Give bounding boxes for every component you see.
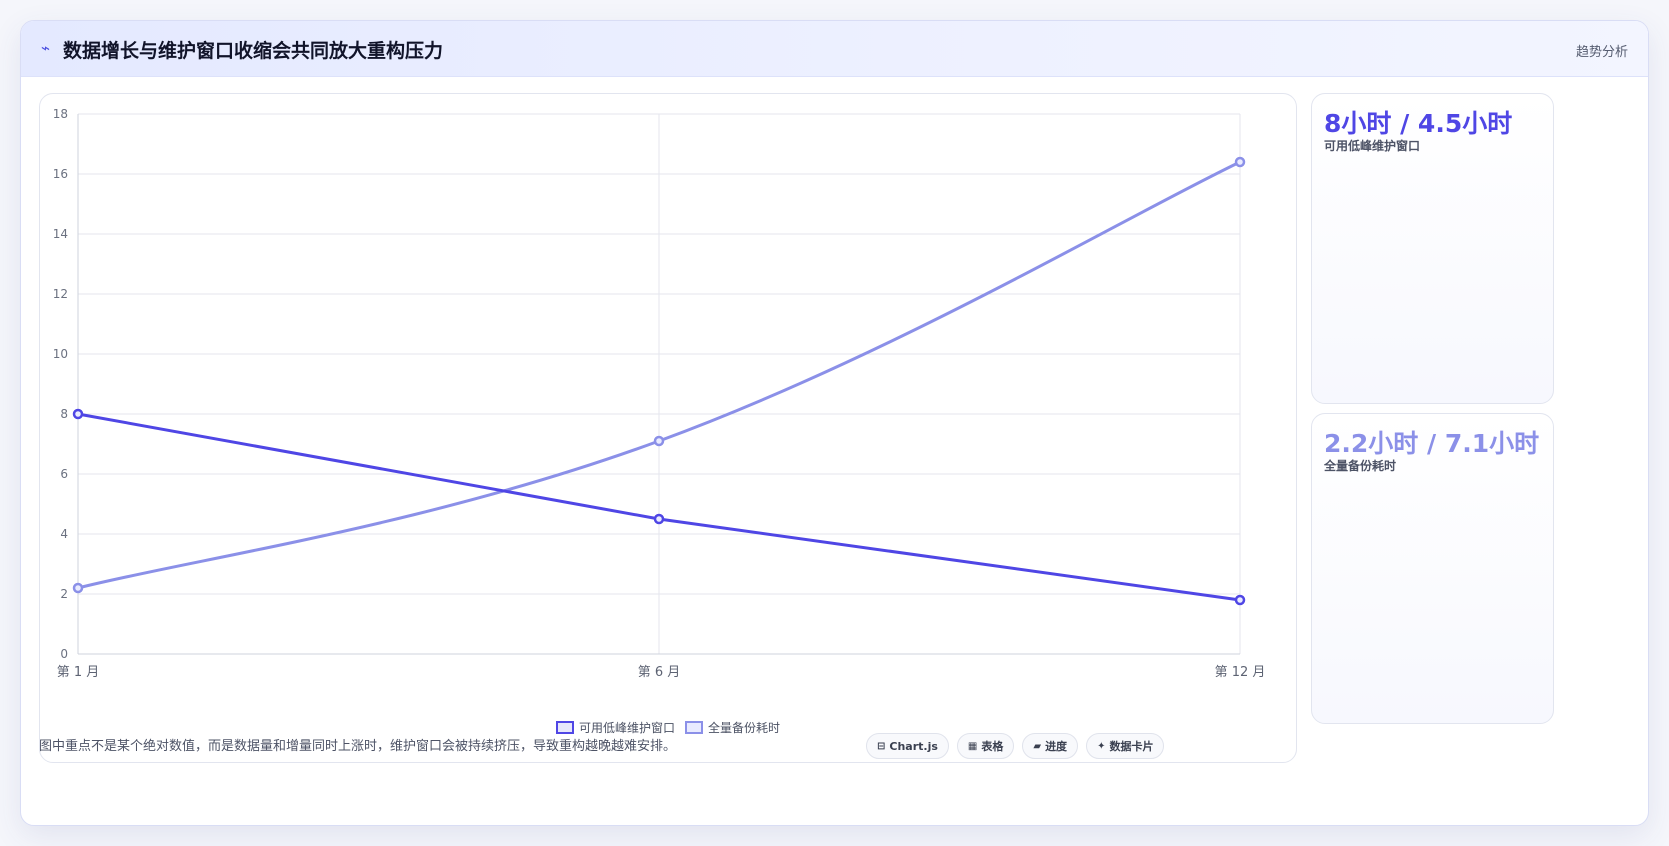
chart-legend: 可用低峰维护窗口 全量备份耗时	[40, 719, 1296, 736]
stat-label: 全量备份耗时	[1324, 459, 1397, 473]
legend-item-2[interactable]: 全量备份耗时	[685, 719, 780, 736]
table-icon: ▦	[967, 740, 978, 752]
y-tick-label: 16	[53, 167, 68, 181]
card-title: 数据增长与维护窗口收缩会共同放大重构压力	[63, 40, 444, 62]
stat-value: 2.2小时 / 7.1小时	[1324, 429, 1540, 458]
series-2-point	[653, 435, 665, 447]
chip-data-card[interactable]: ✦ 数据卡片	[1086, 733, 1165, 759]
y-tick-label: 2	[60, 587, 68, 601]
chart-panel: 0 2 4 6 8 10 12 14 16 18 第 1 月 第 6 月 第 12 月 可用低峰维护窗口…	[39, 93, 1297, 763]
series-1-point	[72, 408, 84, 420]
series-1-point	[653, 513, 665, 525]
legend-swatch	[555, 721, 574, 734]
legend-swatch	[685, 721, 703, 734]
stat-label: 可用低峰维护窗口	[1324, 139, 1421, 153]
y-tick-label: 4	[60, 527, 68, 541]
y-tick-label: 12	[53, 287, 68, 301]
chart-icon: ⊟	[877, 740, 886, 752]
category-tag: 趋势分析	[1575, 45, 1628, 60]
chart-card: ⌁ 数据增长与维护窗口收缩会共同放大重构压力 趋势分析 0 2 4 6 8 10 12 14 1…	[20, 20, 1649, 826]
legend-label: 可用低峰维护窗口	[578, 721, 675, 735]
tech-chips: ⊟ Chart.js ▦ 表格 ▰ 进度 ✦ 数据卡片	[866, 733, 1165, 759]
x-tick-label: 第 6 月	[638, 665, 681, 680]
y-tick-label: 6	[60, 467, 68, 481]
stat-card-maintenance-window: 8小时 / 4.5小时 可用低峰维护窗口	[1311, 93, 1554, 404]
y-tick-label: 18	[53, 107, 68, 121]
chip-label: 表格	[981, 740, 1004, 753]
y-tick-label: 8	[60, 407, 68, 421]
chip-label: Chart.js	[889, 739, 938, 753]
y-tick-label: 10	[53, 347, 68, 361]
chip-chartjs[interactable]: ⊟ Chart.js	[866, 733, 949, 759]
stat-card-backup-duration: 2.2小时 / 7.1小时 全量备份耗时	[1311, 413, 1554, 724]
series-2-point	[72, 582, 84, 594]
y-tick-label: 14	[53, 227, 68, 241]
series-2-point	[1234, 156, 1246, 168]
series-1-point	[1234, 594, 1246, 606]
chip-label: 进度	[1045, 740, 1068, 753]
chip-label: 数据卡片	[1109, 740, 1154, 753]
progress-icon: ▰	[1033, 740, 1042, 752]
x-tick-label: 第 12 月	[1215, 665, 1266, 680]
y-tick-label: 0	[60, 647, 68, 661]
chart-footnote: 图中重点不是某个绝对数值，而是数据量和增量同时上涨时，维护窗口会被持续挤压，导致…	[39, 739, 677, 754]
line-chart: 0 2 4 6 8 10 12 14 16 18 第 1 月 第 6 月 第 12 月	[53, 107, 1266, 680]
legend-item-1[interactable]: 可用低峰维护窗口	[555, 719, 675, 736]
chip-table[interactable]: ▦ 表格	[956, 733, 1015, 759]
stat-value: 8小时 / 4.5小时	[1324, 109, 1513, 138]
chip-progress[interactable]: ▰ 进度	[1022, 733, 1079, 759]
legend-label: 全量备份耗时	[708, 721, 781, 735]
trend-line-icon: ⌁	[41, 39, 51, 57]
x-tick-label: 第 1 月	[57, 665, 100, 680]
card-header: ⌁ 数据增长与维护窗口收缩会共同放大重构压力 趋势分析	[21, 21, 1648, 77]
card-icon: ✦	[1097, 740, 1106, 752]
